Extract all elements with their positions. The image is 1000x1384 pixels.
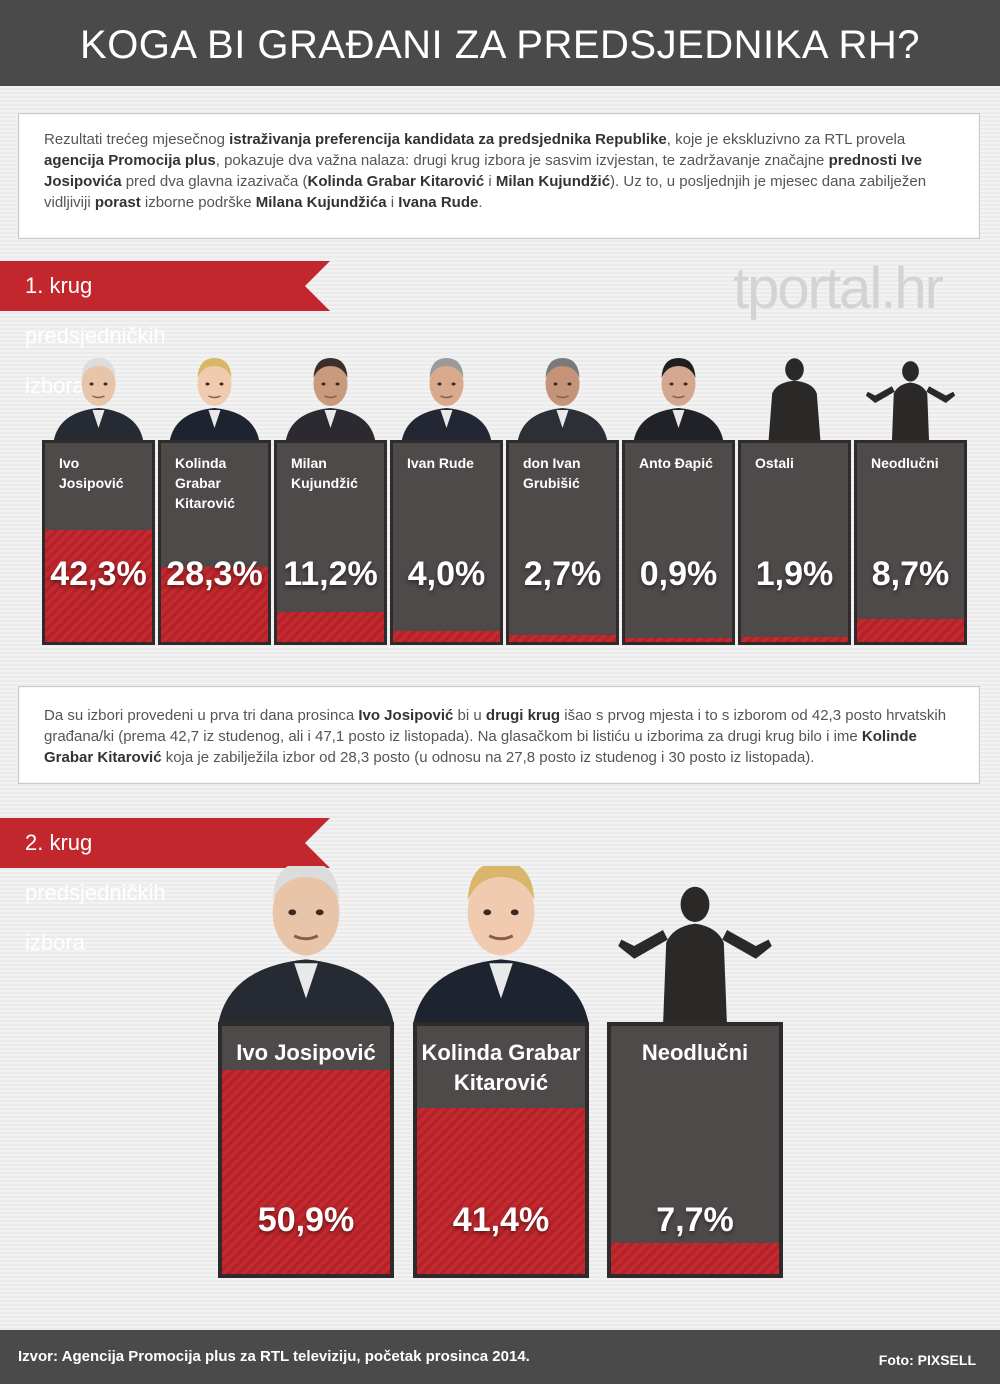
intro-segment: istraživanja preferencija kandidata za p… bbox=[229, 131, 667, 148]
middle_text-segment: Ivo Josipović bbox=[358, 707, 454, 724]
round2-label: 2. krug predsjedničkih izbora bbox=[25, 830, 166, 955]
round1-bar-1: Ivo Josipović 42,3% bbox=[42, 440, 155, 645]
intro-segment: Rezultati trećeg mjesečnog bbox=[44, 131, 230, 148]
header-bar: KOGA BI GRAĐANI ZA PREDSJEDNIKA RH? bbox=[0, 0, 1000, 86]
intro-segment: Milana Kujundžića bbox=[255, 194, 387, 211]
footer-bar: Izvor: Agencija Promocija plus za RTL te… bbox=[0, 1330, 1000, 1384]
intro-segment: ). Uz to, u posljednjih je mjesec dana z… bbox=[44, 173, 927, 211]
round1-bar-6: Anto Đapić 0,9% bbox=[622, 440, 735, 645]
intro-segment: i bbox=[386, 194, 399, 211]
round1-percent-label: 2,7% bbox=[523, 555, 602, 593]
intro-segment: . bbox=[478, 194, 483, 211]
round2-percent-label: 7,7% bbox=[656, 1201, 734, 1239]
round1-photo-7 bbox=[748, 342, 841, 442]
intro-segment: izborne podrške bbox=[140, 194, 256, 211]
round1-bar-fill bbox=[161, 566, 268, 642]
round2-candidate-name: Kolinda Grabar Kitarović bbox=[421, 1040, 581, 1095]
round2-bar-fill bbox=[222, 1070, 390, 1274]
source-text: Izvor: Agencija Promocija plus za RTL te… bbox=[18, 1348, 530, 1365]
middle_text-segment: išao s prvog mjesta i to s izborom od 42… bbox=[44, 707, 947, 745]
round1-percent-label: 1,9% bbox=[755, 555, 834, 593]
round2-photo-2 bbox=[403, 866, 599, 1026]
round2-candidate-name: Ivo Josipović bbox=[236, 1040, 376, 1065]
intro-segment: agencija Promocija plus bbox=[44, 152, 216, 169]
round1-candidate-name: Ivo Josipović bbox=[59, 455, 124, 491]
round1-candidate-name: Anto Đapić bbox=[639, 455, 713, 471]
tportal-watermark: tportal.hr bbox=[733, 256, 944, 321]
intro-segment: pred dva glavna izazivača ( bbox=[121, 173, 308, 190]
intro-segment: prednosti Ive Josipovića bbox=[44, 152, 922, 190]
round1-percent-label: 42,3% bbox=[50, 555, 147, 593]
intro-text-box: Rezultati trećeg mjesečnog istraživanja … bbox=[18, 113, 980, 239]
round1-photo-3 bbox=[284, 342, 377, 442]
round1-bar-8: Neodlučni 8,7% bbox=[854, 440, 967, 645]
round1-photo-8 bbox=[864, 342, 957, 442]
round1-bar-fill bbox=[393, 631, 500, 642]
round1-candidate-name: Ivan Rude bbox=[407, 455, 474, 471]
intro-segment: , pokazuje dva važna nalaza: drugi krug … bbox=[215, 152, 829, 169]
intro-segment: Milan Kujundžić bbox=[495, 173, 611, 190]
middle-text-box: Da su izbori provedeni u prva tri dana p… bbox=[18, 686, 980, 784]
intro-segment: i bbox=[484, 173, 496, 190]
middle_text-segment: Kolinde Grabar Kitarović bbox=[44, 728, 917, 766]
round1-percent-label: 0,9% bbox=[639, 555, 718, 593]
round1-percent-label: 28,3% bbox=[166, 555, 263, 593]
intro-segment: , koje je ekskluzivno za RTL provela bbox=[666, 131, 906, 148]
round1-bar-fill bbox=[45, 529, 152, 642]
round2-bar-2: Kolinda Grabar Kitarović 41,4% bbox=[413, 1022, 589, 1278]
round2-percent-label: 41,4% bbox=[452, 1201, 550, 1239]
round1-candidate-name: Ostali bbox=[755, 455, 794, 471]
intro-segment: Ivana Rude bbox=[398, 194, 479, 211]
middle_text-segment: drugi krug bbox=[485, 707, 561, 724]
round1-bar-2: Kolinda Grabar Kitarović 28,3% bbox=[158, 440, 271, 645]
round1-bar-3: Milan Kujundžić 11,2% bbox=[274, 440, 387, 645]
round1-bar-7: Ostali 1,9% bbox=[738, 440, 851, 645]
middle_text-segment: Da su izbori provedeni u prva tri dana p… bbox=[44, 707, 359, 724]
round1-bar-4: Ivan Rude 4,0% bbox=[390, 440, 503, 645]
round1-candidate-name: Neodlučni bbox=[871, 455, 939, 471]
round2-bar-fill bbox=[417, 1108, 585, 1274]
round1-label: 1. krug predsjedničkih izbora bbox=[25, 273, 166, 398]
round2-bar-1: Ivo Josipović 50,9% bbox=[218, 1022, 394, 1278]
round1-photo-4 bbox=[400, 342, 493, 442]
round2-candidate-name: Neodlučni bbox=[641, 1040, 749, 1065]
round1-photo-2 bbox=[168, 342, 261, 442]
photo-credit: Foto: PIXSELL bbox=[878, 1352, 976, 1368]
round1-percent-label: 11,2% bbox=[283, 555, 378, 593]
page-title: KOGA BI GRAĐANI ZA PREDSJEDNIKA RH? bbox=[80, 23, 920, 67]
round2-bar-fill bbox=[611, 1243, 779, 1274]
middle_text-segment: koja je zabilježila izbor od 28,3 posto … bbox=[161, 749, 815, 766]
intro-segment: Kolinda Grabar Kitarović bbox=[307, 173, 485, 190]
round1-bar-fill bbox=[277, 612, 384, 642]
round1-bar-fill bbox=[741, 636, 848, 642]
round2-photo-1 bbox=[208, 866, 404, 1026]
round1-percent-label: 8,7% bbox=[871, 555, 950, 593]
round1-photo-5 bbox=[516, 342, 609, 442]
round1-bar-fill bbox=[509, 634, 616, 642]
round1-bar-fill bbox=[625, 638, 732, 642]
round1-bar-5: don Ivan Grubišić 2,7% bbox=[506, 440, 619, 645]
round1-photo-6 bbox=[632, 342, 725, 442]
round2-percent-label: 50,9% bbox=[257, 1201, 355, 1239]
round1-candidate-name: Milan Kujundžić bbox=[291, 455, 358, 491]
round1-candidate-name: don Ivan Grubišić bbox=[523, 455, 581, 491]
intro-segment: porast bbox=[94, 194, 141, 211]
round1-bar-fill bbox=[857, 618, 964, 642]
round1-photo-1 bbox=[52, 342, 145, 442]
round1-candidate-name: Kolinda Grabar Kitarović bbox=[175, 455, 235, 511]
middle_text-segment: bi u bbox=[453, 707, 486, 724]
round1-percent-label: 4,0% bbox=[407, 555, 486, 593]
round2-photo-3 bbox=[597, 866, 793, 1026]
round2-bar-3: Neodlučni 7,7% bbox=[607, 1022, 783, 1278]
